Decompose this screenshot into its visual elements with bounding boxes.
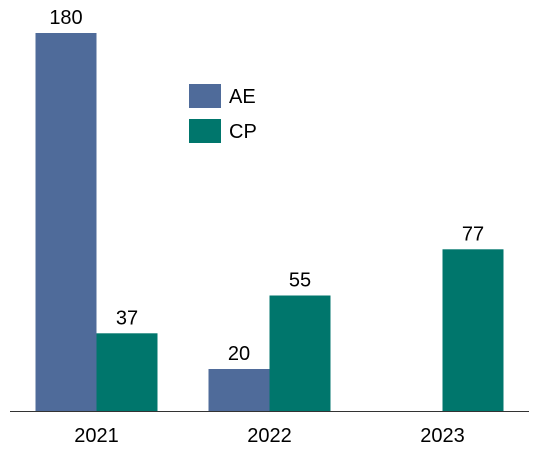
bar-cp-2023 bbox=[442, 249, 504, 411]
data-label-cp-2021: 37 bbox=[116, 307, 138, 329]
bars-group bbox=[35, 33, 504, 411]
legend-label-ae: AE bbox=[229, 86, 256, 108]
data-labels-group: 180 37 20 55 77 bbox=[49, 7, 484, 365]
bar-cp-2021 bbox=[96, 333, 158, 411]
legend-swatch-ae bbox=[189, 84, 221, 108]
legend: AE CP bbox=[189, 84, 257, 143]
data-label-cp-2023: 77 bbox=[462, 223, 484, 245]
legend-label-cp: CP bbox=[229, 121, 257, 143]
x-tick-labels-group: 2021 2022 2023 bbox=[74, 425, 465, 447]
x-tick-label-2023: 2023 bbox=[420, 425, 465, 447]
data-label-cp-2022: 55 bbox=[289, 270, 311, 292]
bar-cp-2022 bbox=[269, 295, 331, 411]
x-tick-label-2022: 2022 bbox=[247, 425, 292, 447]
legend-swatch-cp bbox=[189, 119, 221, 143]
data-label-ae-2021: 180 bbox=[49, 7, 82, 29]
data-label-ae-2022: 20 bbox=[228, 343, 250, 365]
bar-ae-2022 bbox=[208, 369, 270, 411]
bar-ae-2021 bbox=[35, 33, 97, 411]
x-tick-label-2021: 2021 bbox=[74, 425, 119, 447]
